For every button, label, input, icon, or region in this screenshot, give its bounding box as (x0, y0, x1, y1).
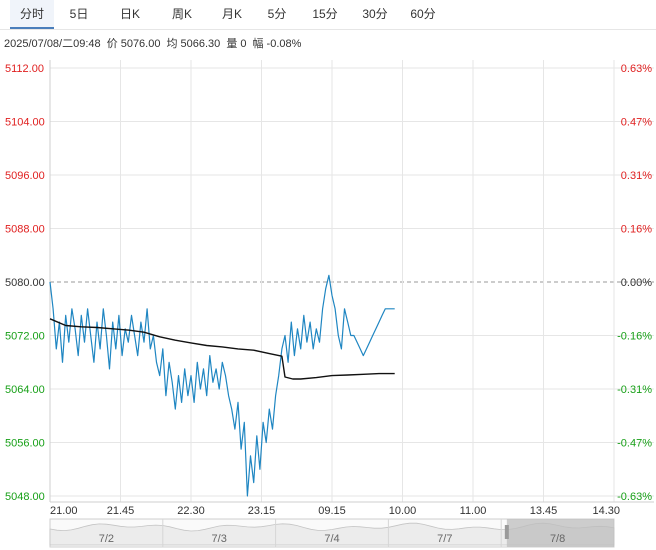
navigator-selection (506, 519, 614, 547)
x-axis-labels: 21.00 21.45 22.30 23.15 09.15 10.00 11.00 13.45… (50, 505, 620, 517)
volume-value: 0 (240, 38, 247, 50)
y-axis-left-labels: 5112.00 5104.00 5096.00 5088.00 5080.00 5072.… (5, 63, 45, 503)
x-tick-label: 21.00 (50, 505, 78, 517)
y-axis-right-labels: 0.63% 0.47% 0.31% 0.16% 0.00% -0.16% -0.31% -0.… (617, 63, 652, 503)
quote-datetime: 2025/07/08/二09:48 (4, 38, 101, 50)
y-tick-label: 5112.00 (5, 63, 44, 75)
tab-daily-k[interactable]: 日K (119, 7, 140, 21)
navigator-date-label: 7/4 (324, 533, 339, 545)
tab-weekly-k[interactable]: 周K (171, 7, 192, 21)
chart-series (49, 274, 395, 497)
y-right-tick-label: -0.47% (617, 438, 652, 450)
price-line (49, 274, 395, 497)
avg-label: 均 (166, 38, 178, 50)
y-tick-label: 5056.00 (5, 438, 45, 450)
chart-grid (49, 60, 654, 503)
tab-30min[interactable]: 30分 (362, 7, 388, 21)
x-tick-label: 09.15 (318, 505, 346, 517)
y-right-tick-label: -0.63% (617, 491, 652, 503)
navigator-date-label: 7/2 (99, 533, 114, 545)
x-tick-label: 10.00 (389, 505, 417, 517)
date-navigator[interactable]: 7/2 7/3 7/4 7/7 7/8 (49, 518, 615, 548)
x-tick-label: 22.30 (177, 505, 205, 517)
x-tick-label: 11.00 (460, 505, 487, 517)
y-tick-label: 5064.00 (5, 384, 45, 396)
y-right-tick-label: 0.63% (621, 63, 652, 75)
y-tick-label: 5104.00 (5, 117, 45, 129)
volume-label: 量 (226, 38, 238, 50)
tab-60min[interactable]: 60分 (410, 7, 436, 21)
y-right-tick-label: 0.31% (621, 170, 652, 182)
y-right-tick-label: -0.16% (617, 331, 652, 343)
navigator-handle-left (504, 525, 509, 539)
y-tick-label: 5088.00 (5, 224, 45, 236)
y-tick-label: 5072.00 (5, 331, 45, 343)
y-tick-label: 5048.00 (5, 491, 45, 503)
navigator-date-label: 7/3 (212, 533, 227, 545)
y-tick-label: 5080.00 (5, 277, 45, 289)
change-value: -0.08% (266, 38, 302, 50)
avg-value: 5066.30 (180, 38, 221, 50)
tab-15min[interactable]: 15分 (312, 7, 338, 21)
tab-5day[interactable]: 5日 (69, 7, 89, 21)
y-tick-label: 5096.00 (5, 170, 45, 182)
y-right-tick-label: 0.47% (621, 117, 652, 129)
x-tick-label: 23.15 (248, 505, 276, 517)
x-tick-label: 21.45 (107, 505, 135, 517)
y-right-tick-label: 0.00% (621, 277, 652, 289)
navigator-date-label: 7/8 (550, 533, 565, 545)
tab-5min[interactable]: 5分 (267, 7, 287, 21)
period-tab-bar: 分时 5日 日K 周K 月K 5分 15分 30分 60分 (0, 0, 656, 30)
x-tick-label: 14.30 (592, 505, 620, 517)
x-tick-label: 13.45 (530, 505, 558, 517)
tab-intraday[interactable]: 分时 (10, 0, 54, 29)
change-label: 幅 (252, 38, 264, 50)
price-label: 价 (106, 38, 118, 50)
price-value: 5076.00 (120, 38, 161, 50)
y-right-tick-label: -0.31% (617, 384, 652, 396)
navigator-date-label: 7/7 (437, 533, 452, 545)
tab-monthly-k[interactable]: 月K (221, 7, 242, 21)
average-price-line (49, 318, 395, 380)
y-right-tick-label: 0.16% (621, 224, 652, 236)
